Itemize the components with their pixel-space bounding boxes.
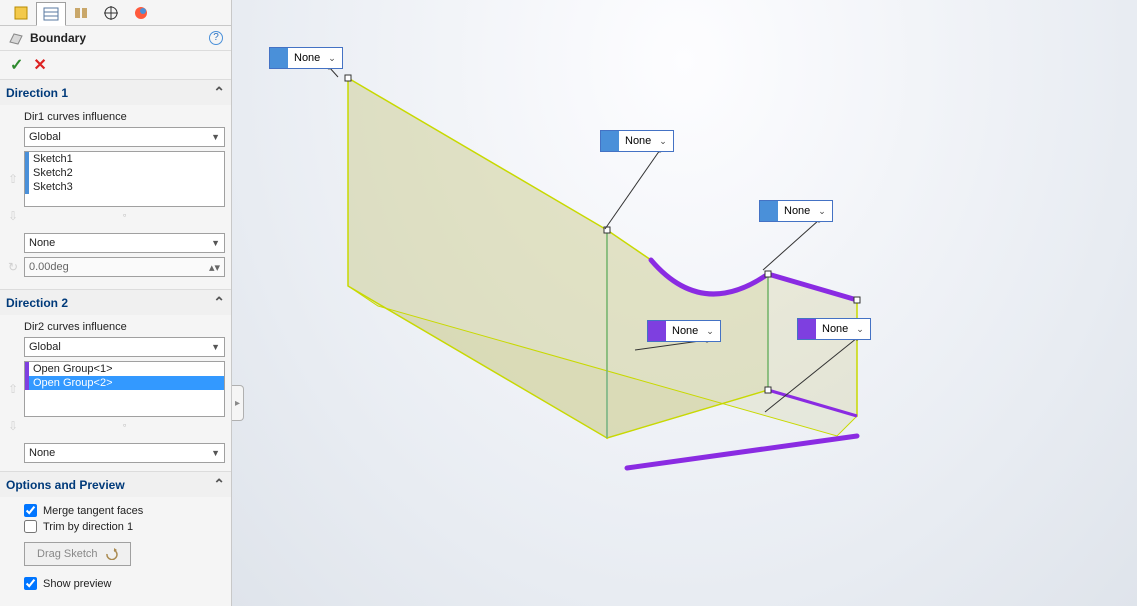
drag-sketch-button[interactable]: Drag Sketch [24, 542, 131, 566]
chevron-down-icon[interactable]: ⌄ [704, 326, 720, 337]
dir1-influence-combo[interactable]: Global▼ [24, 127, 225, 147]
callout-label: None [288, 52, 326, 64]
callout-swatch [648, 321, 666, 341]
merge-tangent-checkbox[interactable]: Merge tangent faces [24, 504, 225, 517]
section-header-dir2[interactable]: Direction 2 ⌃ [0, 290, 231, 315]
chevron-up-icon: ⌃ [213, 84, 225, 101]
property-manager: Boundary ? ✓ ✕ Direction 1 ⌃ Dir1 curves… [0, 0, 232, 606]
callout-label: None [816, 323, 854, 335]
dir1-angle-input[interactable]: 0.00deg▴▾ [24, 257, 225, 277]
tab-property-manager[interactable] [36, 2, 66, 26]
move-up-icon[interactable]: ⇧ [6, 382, 20, 396]
dir2-influence-label: Dir2 curves influence [24, 321, 225, 333]
boundary-icon [8, 30, 24, 46]
dir2-curve-list[interactable]: Open Group<1>Open Group<2> [24, 361, 225, 417]
help-icon[interactable]: ? [209, 31, 223, 45]
cancel-button[interactable]: ✕ [33, 55, 46, 75]
tangency-callout[interactable]: None⌄ [797, 318, 871, 340]
tangency-callout[interactable]: None⌄ [269, 47, 343, 69]
chevron-down-icon[interactable]: ⌄ [657, 136, 673, 147]
list-item[interactable]: Sketch1 [29, 152, 224, 166]
ok-button[interactable]: ✓ [10, 55, 23, 75]
tab-configuration-manager[interactable] [66, 1, 96, 25]
section-header-options[interactable]: Options and Preview ⌃ [0, 472, 231, 497]
move-down-icon[interactable]: ⇩ [6, 209, 20, 223]
show-preview-checkbox[interactable]: Show preview [24, 577, 225, 590]
feature-header: Boundary ? [0, 26, 231, 51]
feature-title: Boundary [30, 31, 209, 45]
callout-swatch [270, 48, 288, 68]
undo-icon [104, 548, 118, 560]
callout-label: None [619, 135, 657, 147]
dir2-influence-combo[interactable]: Global▼ [24, 337, 225, 357]
dir1-influence-label: Dir1 curves influence [24, 111, 225, 123]
callout-label: None [778, 205, 816, 217]
panel-tabstrip [0, 0, 231, 26]
section-title-options: Options and Preview [6, 478, 125, 492]
chevron-up-icon: ⌃ [213, 476, 225, 493]
chevron-up-icon: ⌃ [213, 294, 225, 311]
tab-feature-manager[interactable] [6, 1, 36, 25]
dir1-curve-list[interactable]: Sketch1Sketch2Sketch3 [24, 151, 225, 207]
chevron-down-icon[interactable]: ⌄ [326, 53, 342, 64]
callout-label: None [666, 325, 704, 337]
list-item[interactable]: Open Group<2> [29, 376, 224, 390]
section-header-dir1[interactable]: Direction 1 ⌃ [0, 80, 231, 105]
tab-dimxpert[interactable] [96, 1, 126, 25]
trim-by-dir1-checkbox[interactable]: Trim by direction 1 [24, 520, 225, 533]
ok-cancel-bar: ✓ ✕ [0, 51, 231, 79]
rotate-icon[interactable]: ↻ [6, 260, 20, 274]
graphics-viewport[interactable]: ▸ None⌄None⌄None⌄None⌄None⌄ [232, 0, 1137, 606]
list-item[interactable]: Sketch2 [29, 166, 224, 180]
move-down-icon[interactable]: ⇩ [6, 419, 20, 433]
move-up-icon[interactable]: ⇧ [6, 172, 20, 186]
section-title-dir2: Direction 2 [6, 296, 68, 310]
tangency-callout[interactable]: None⌄ [600, 130, 674, 152]
chevron-down-icon[interactable]: ⌄ [816, 206, 832, 217]
tangency-callout[interactable]: None⌄ [759, 200, 833, 222]
callout-swatch [798, 319, 816, 339]
tab-appearance[interactable] [126, 1, 156, 25]
dir1-tangency-combo[interactable]: None▼ [24, 233, 225, 253]
tangency-callout[interactable]: None⌄ [647, 320, 721, 342]
list-item[interactable]: Sketch3 [29, 180, 224, 194]
chevron-down-icon[interactable]: ⌄ [854, 324, 870, 335]
list-item[interactable]: Open Group<1> [29, 362, 224, 376]
section-title-dir1: Direction 1 [6, 86, 68, 100]
dir2-tangency-combo[interactable]: None▼ [24, 443, 225, 463]
callout-swatch [760, 201, 778, 221]
callout-swatch [601, 131, 619, 151]
